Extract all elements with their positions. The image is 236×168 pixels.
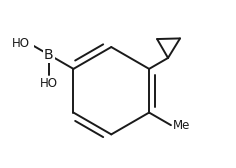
Text: HO: HO: [12, 37, 30, 50]
Text: B: B: [44, 48, 54, 62]
Text: HO: HO: [40, 77, 58, 90]
Text: Me: Me: [173, 119, 190, 132]
